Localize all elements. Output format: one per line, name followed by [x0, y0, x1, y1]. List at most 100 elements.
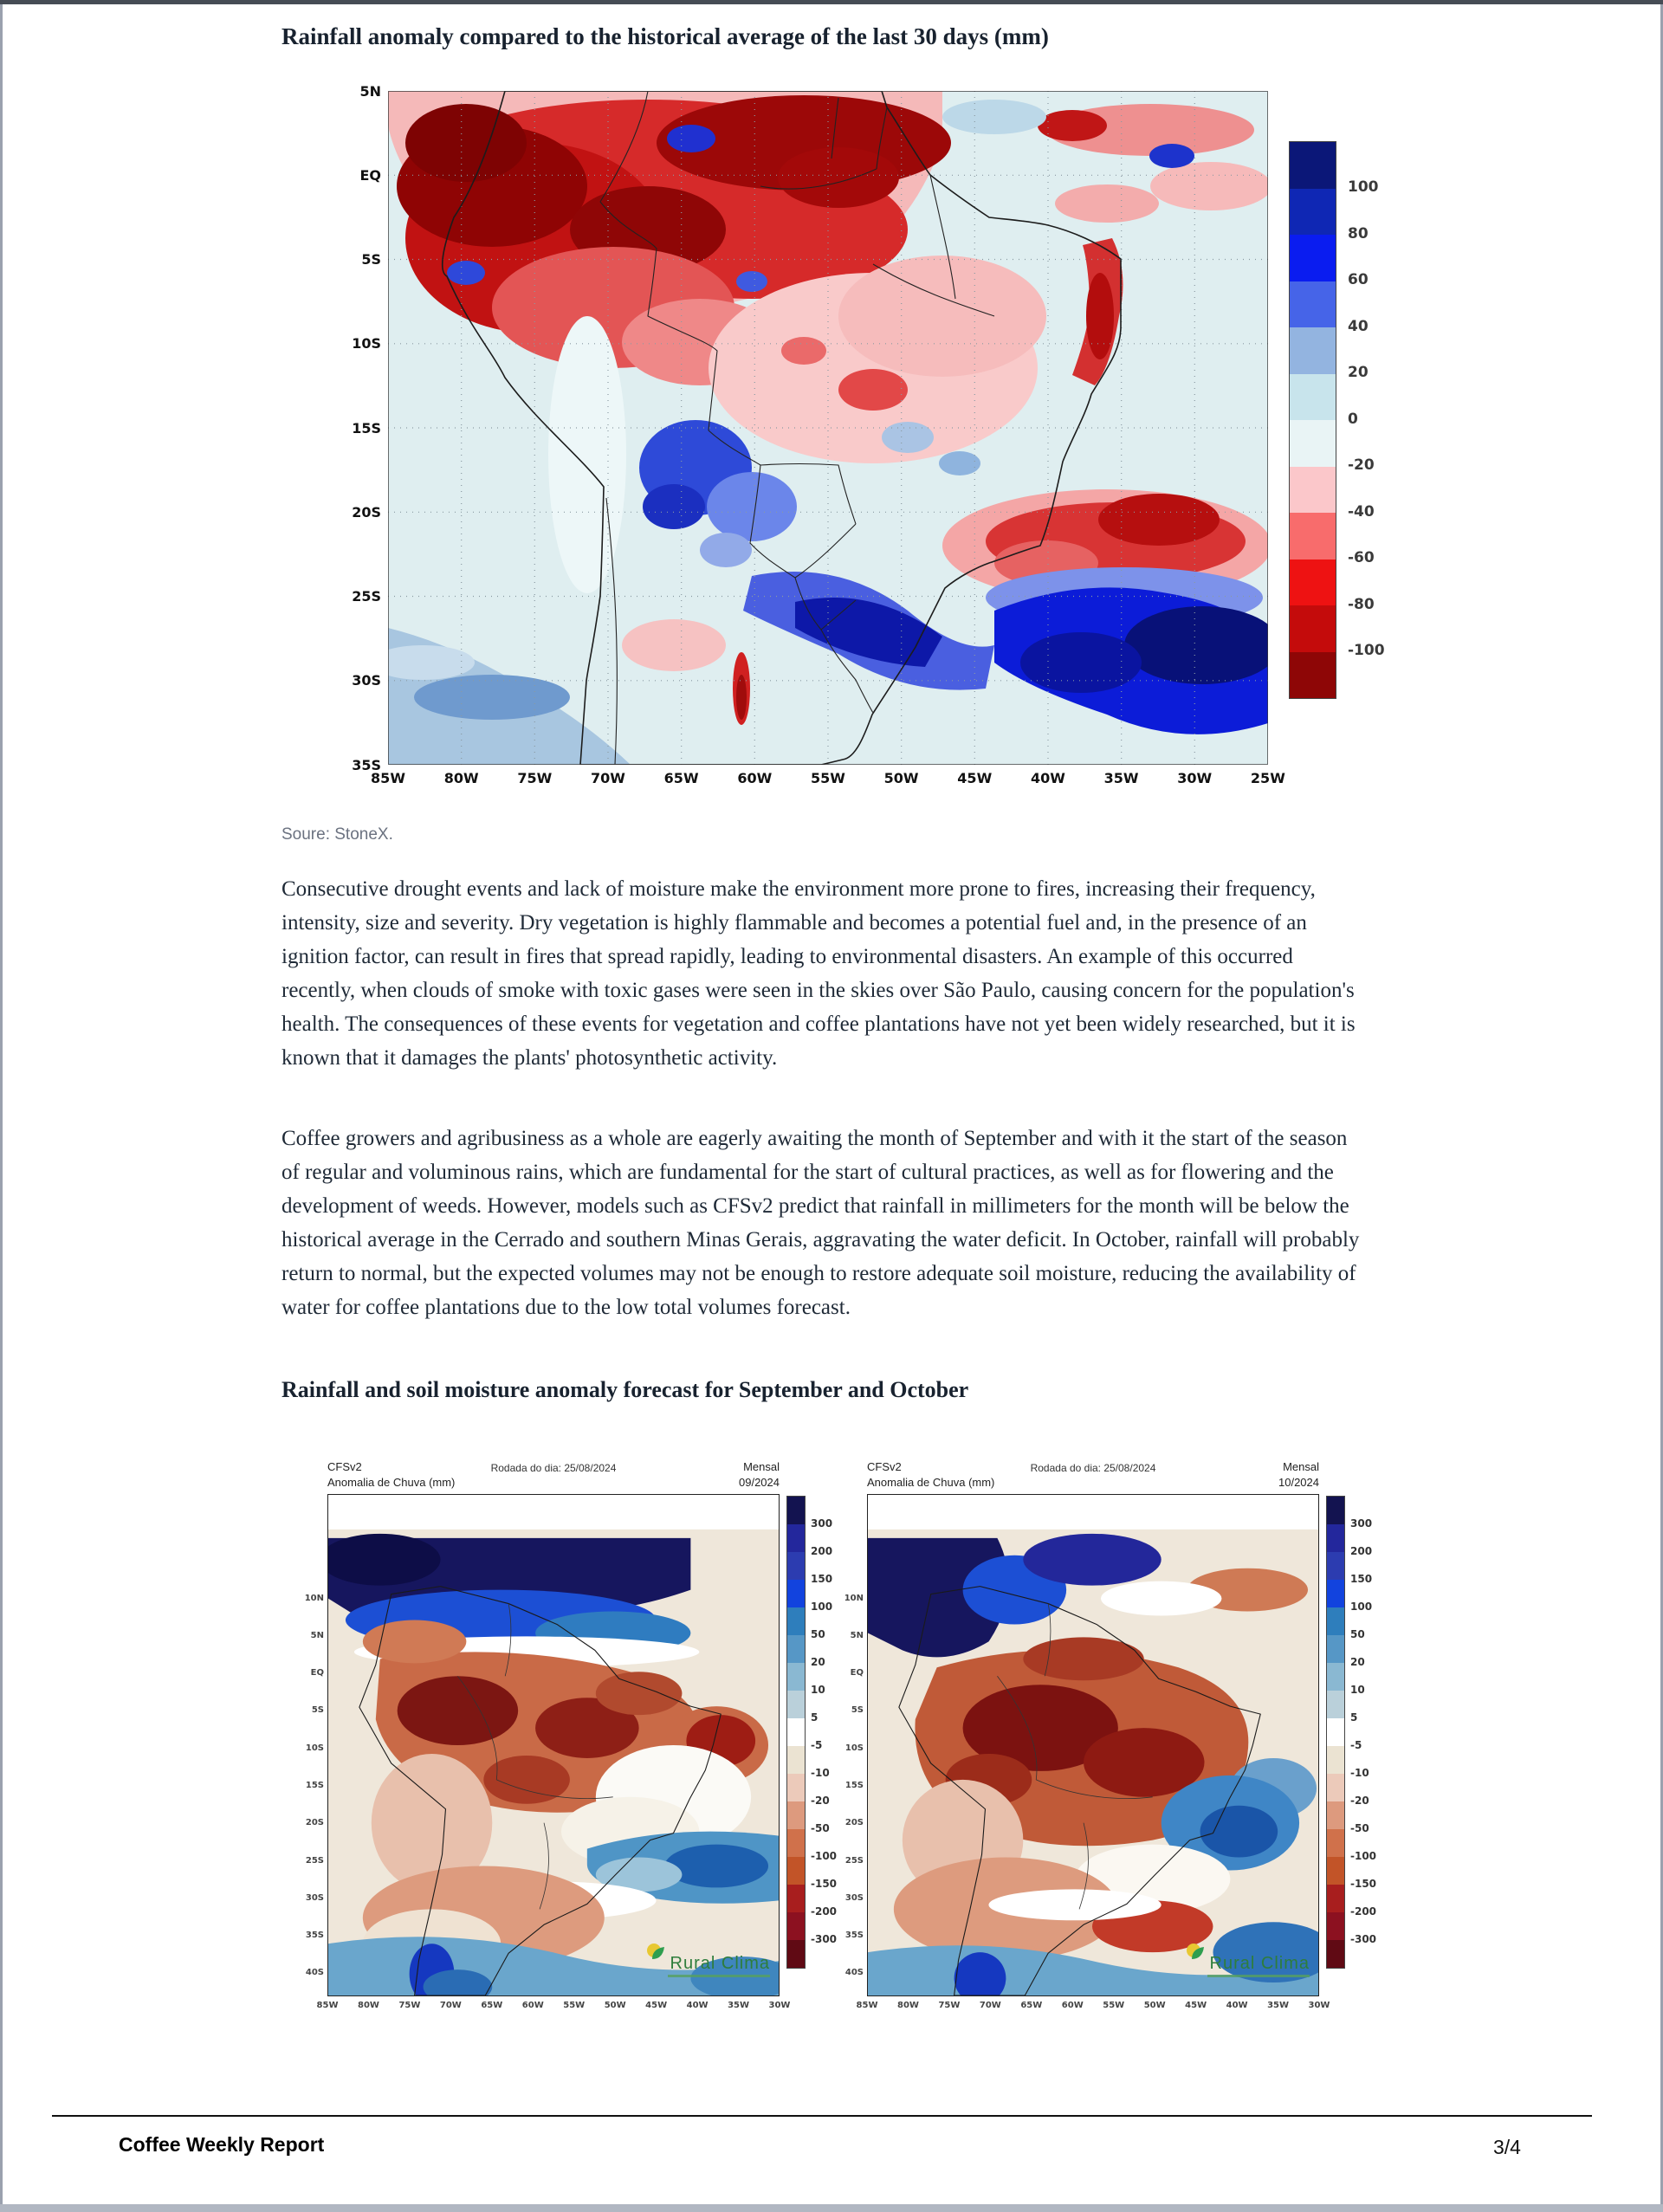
run-date-label: Rodada do dia: 25/08/2024 [1030, 1462, 1156, 1474]
colorbar-segment [1327, 1774, 1344, 1801]
colorbar-segment [1327, 1524, 1344, 1552]
internal-borders [599, 91, 995, 765]
colorbar-segment [787, 1718, 805, 1746]
forecast-colorbar-labels: 300 200 150 100 50 20 10 5 -5 -10 -20 -50 -100 -150 -2… [811, 1517, 838, 1945]
anomaly-map-graphic [388, 91, 1268, 765]
colorbar-segment [1290, 605, 1336, 652]
main-map-colorbar [1289, 141, 1336, 699]
colorbar-segment [1290, 559, 1336, 605]
colorbar-segment [787, 1607, 805, 1635]
colorbar-segment [787, 1524, 805, 1552]
colorbar-segment [1290, 420, 1336, 467]
colorbar-segment [787, 1663, 805, 1691]
paragraph-september-outlook: Coffee growers and agribusiness as a who… [281, 1127, 1360, 1319]
colorbar-segment [1290, 651, 1336, 698]
colorbar-segment [1290, 188, 1336, 235]
colorbar-segment [787, 1497, 805, 1524]
page-bottom-bar [0, 2204, 1663, 2212]
october-map-plot: Rural Clima [867, 1494, 1319, 1996]
colorbar-segment [1327, 1635, 1344, 1663]
colorbar-segment [1327, 1857, 1344, 1885]
model-name: CFSv2 [327, 1460, 362, 1473]
forecast-colorbar [1326, 1496, 1345, 1969]
period-type: Mensal [743, 1460, 780, 1473]
colorbar-segment [1290, 466, 1336, 513]
footer-divider [52, 2115, 1592, 2117]
main-map-latitude-axis: 5N EQ 5S 10S 15S 20S 25S 30S 35S [352, 82, 381, 773]
period-type: Mensal [1283, 1460, 1319, 1473]
period-value: 09/2024 [739, 1476, 780, 1489]
period-label: Mensal 10/2024 [867, 1459, 1319, 1491]
leaf-icon [1185, 1942, 1207, 1964]
section2-title: Rainfall and soil moisture anomaly forec… [281, 1377, 969, 1402]
september-map-plot: Rural Clima [327, 1494, 780, 1996]
section1-title: Rainfall anomaly compared to the histori… [281, 23, 1049, 49]
colorbar-segment [1327, 1801, 1344, 1829]
colorbar-segment [787, 1829, 805, 1857]
colorbar-segment [1290, 373, 1336, 420]
colorbar-segment [1327, 1663, 1344, 1691]
forecast-colorbar-labels: 300 200 150 100 50 20 10 5 -5 -10 -20 -50 -100 -150 -2… [1350, 1517, 1377, 1945]
model-name: CFSv2 [867, 1460, 902, 1473]
colorbar-segment [1290, 513, 1336, 559]
colorbar-segment [1327, 1746, 1344, 1774]
logo-tagline-smudge [668, 1975, 770, 1977]
colorbar-segment [787, 1774, 805, 1801]
colorbar-segment [787, 1635, 805, 1663]
forecast-latitude-axis: 10N 5N EQ 5S 10S 15S 20S 25S 30S 35S 40S [304, 1593, 324, 1978]
colorbar-segment [1290, 327, 1336, 374]
colorbar-segment [1327, 1885, 1344, 1912]
colorbar-segment [1327, 1607, 1344, 1635]
forecast-latitude-axis: 10N 5N EQ 5S 10S 15S 20S 25S 30S 35S 40S [844, 1593, 864, 1978]
colorbar-segment [1327, 1691, 1344, 1718]
colorbar-segment [1327, 1940, 1344, 1968]
leaf-icon [645, 1942, 668, 1964]
colorbar-segment [787, 1885, 805, 1912]
colorbar-segment [1327, 1552, 1344, 1580]
colorbar-segment [1327, 1718, 1344, 1746]
country-borders [441, 91, 1122, 765]
colorbar-segment [1327, 1912, 1344, 1940]
colorbar-segment [1327, 1829, 1344, 1857]
paragraph-drought-fires: Consecutive drought events and lack of m… [281, 877, 1356, 1070]
logo-name: Rural Clima [670, 1954, 770, 1973]
period-value: 10/2024 [1278, 1476, 1319, 1489]
october-map-graphic [868, 1495, 1318, 1995]
colorbar-segment [787, 1552, 805, 1580]
variable-name: Anomalia de Chuva (mm) [327, 1476, 456, 1489]
colorbar-segment [787, 1857, 805, 1885]
logo-name: Rural Clima [1209, 1954, 1310, 1973]
colorbar-segment [787, 1580, 805, 1607]
september-map-graphic [328, 1495, 779, 1995]
page-right-border [1660, 4, 1663, 2212]
colorbar-segment [787, 1940, 805, 1968]
rural-clima-logo: Rural Clima [1180, 1944, 1310, 1977]
variable-name: Anomalia de Chuva (mm) [867, 1476, 995, 1489]
footer-page-number: 3/4 [1493, 2136, 1521, 2158]
colorbar-segment [787, 1801, 805, 1829]
run-date-label: Rodada do dia: 25/08/2024 [490, 1462, 617, 1474]
colorbar-segment [787, 1746, 805, 1774]
forecast-map-september: CFSv2 Anomalia de Chuva (mm) Rodada do d… [304, 1433, 838, 2022]
colorbar-segment [1290, 235, 1336, 281]
forecast-colorbar [786, 1496, 806, 1969]
main-map-colorbar-labels: 100 80 60 40 20 0 -20 -40 -60 -80 -100 [1348, 178, 1385, 659]
page-left-border [0, 4, 3, 2212]
forecast-map-october: CFSv2 Anomalia de Chuva (mm) Rodada do d… [844, 1433, 1377, 2022]
forecast-longitude-axis: 85W 80W 75W 70W 65W 60W 55W 50W 45W 40W 35W 30W [856, 2001, 1330, 2010]
colorbar-segment [1290, 142, 1336, 189]
forecast-longitude-axis: 85W 80W 75W 70W 65W 60W 55W 50W 45W 40W 35W 30W [316, 2001, 791, 2010]
main-map-longitude-axis: 85W 80W 75W 70W 65W 60W 55W 50W 45W 40W 35W 30W 25W [371, 770, 1285, 786]
rural-clima-logo: Rural Clima [640, 1944, 770, 1977]
source-caption: Soure: StoneX. [281, 825, 393, 844]
colorbar-segment [787, 1691, 805, 1718]
logo-tagline-smudge [1207, 1975, 1310, 1977]
map-model-label: CFSv2 Anomalia de Chuva (mm) [327, 1459, 455, 1491]
period-label: Mensal 09/2024 [327, 1459, 780, 1491]
colorbar-segment [1327, 1497, 1344, 1524]
colorbar-segment [1290, 281, 1336, 327]
colorbar-segment [787, 1912, 805, 1940]
footer-report-title: Coffee Weekly Report [119, 2133, 325, 2156]
colorbar-segment [1327, 1580, 1344, 1607]
